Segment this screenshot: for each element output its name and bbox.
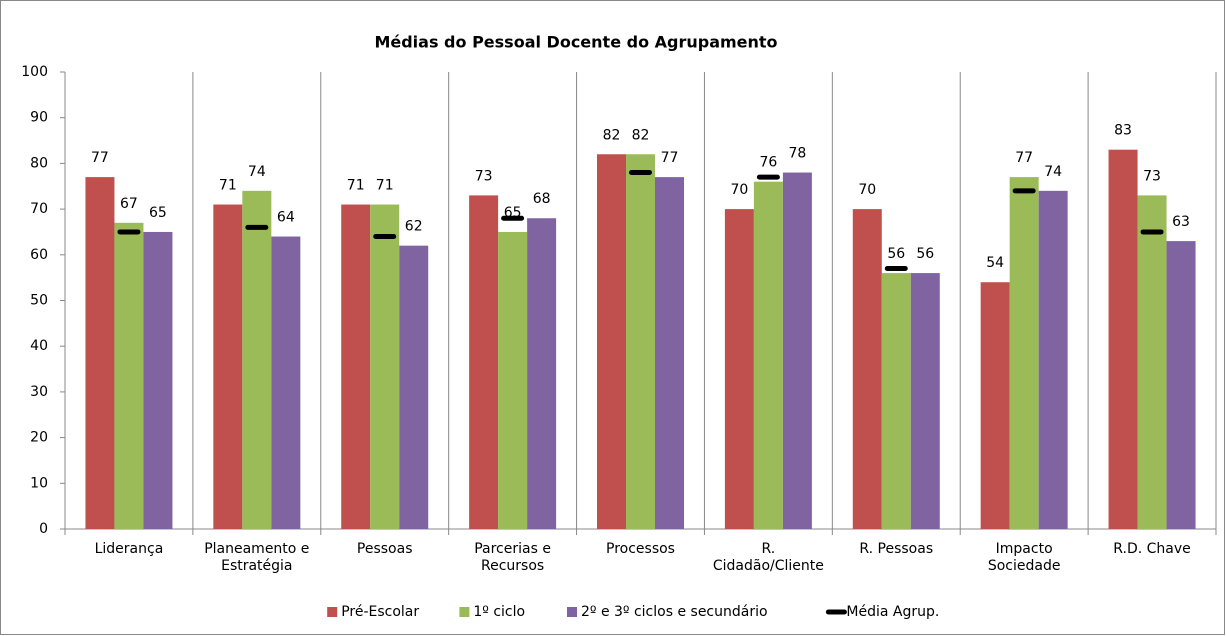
bar bbox=[370, 204, 400, 529]
x-tick-label: Pessoas bbox=[356, 541, 413, 557]
data-label: 74 bbox=[1044, 164, 1062, 180]
x-tick-label-box: Pessoas bbox=[356, 541, 413, 557]
x-tick-label-box: R. Pessoas bbox=[859, 541, 934, 557]
data-label: 78 bbox=[788, 146, 806, 162]
bar bbox=[469, 195, 499, 529]
y-tick-label: 60 bbox=[30, 247, 48, 263]
data-label: 56 bbox=[916, 246, 934, 262]
data-label: 56 bbox=[887, 246, 905, 262]
bar bbox=[341, 204, 371, 529]
data-label: 71 bbox=[376, 178, 394, 194]
x-tick-label: Processos bbox=[606, 541, 675, 557]
bar bbox=[399, 245, 429, 529]
bar bbox=[910, 273, 940, 529]
legend-swatch bbox=[459, 607, 470, 617]
bar bbox=[1166, 241, 1196, 529]
data-label: 74 bbox=[248, 164, 266, 180]
data-label: 64 bbox=[277, 210, 295, 226]
legend-label: 2º e 3º ciclos e secundário bbox=[581, 604, 768, 620]
y-tick-label: 90 bbox=[30, 110, 48, 126]
data-label: 71 bbox=[219, 178, 237, 194]
x-tick-label: R. Pessoas bbox=[859, 541, 934, 557]
x-tick-label-box: Liderança bbox=[94, 541, 164, 557]
data-label: 83 bbox=[1114, 123, 1132, 139]
bar bbox=[626, 154, 655, 529]
x-tick-label-box: Processos bbox=[606, 541, 675, 557]
chart-title: Médias do Pessoal Docente do Agrupamento bbox=[374, 33, 777, 52]
y-tick-label: 30 bbox=[30, 384, 48, 400]
data-label: 68 bbox=[533, 191, 551, 207]
x-tick-label: Planeamento e Estratégia bbox=[204, 541, 310, 574]
x-tick-label: Impacto Sociedade bbox=[987, 541, 1061, 574]
bar bbox=[213, 204, 243, 529]
legend-label: Média Agrup. bbox=[846, 604, 939, 620]
bar bbox=[980, 282, 1010, 529]
x-tick-label: Liderança bbox=[94, 541, 164, 557]
data-label: 73 bbox=[1143, 168, 1161, 184]
data-label: 77 bbox=[661, 150, 679, 166]
data-label: 67 bbox=[120, 196, 138, 212]
data-label: 71 bbox=[347, 178, 365, 194]
legend-label: Pré-Escolar bbox=[341, 604, 419, 620]
bar bbox=[881, 273, 911, 529]
data-label: 77 bbox=[91, 150, 109, 166]
y-tick-label: 50 bbox=[30, 293, 48, 309]
legend-label: 1º ciclo bbox=[473, 604, 525, 620]
y-tick-label: 100 bbox=[21, 64, 48, 80]
x-tick-label-box: R. Cidadão/Cliente bbox=[712, 541, 824, 574]
data-label: 82 bbox=[603, 127, 621, 143]
y-tick-label: 70 bbox=[30, 201, 48, 217]
bar bbox=[782, 172, 812, 530]
bar bbox=[852, 209, 882, 529]
bar bbox=[724, 209, 754, 529]
legend-swatch bbox=[567, 607, 577, 617]
bar bbox=[1137, 195, 1167, 529]
bar bbox=[1038, 190, 1068, 529]
bar bbox=[527, 218, 557, 530]
y-tick-label: 10 bbox=[30, 475, 48, 491]
x-tick-label: R. Cidadão/Cliente bbox=[712, 541, 824, 574]
legend-swatch bbox=[327, 607, 338, 617]
x-tick-label: R.D. Chave bbox=[1113, 541, 1191, 557]
data-label: 54 bbox=[986, 255, 1004, 271]
bar bbox=[498, 231, 528, 529]
y-tick-label: 20 bbox=[30, 430, 48, 446]
bar bbox=[85, 177, 115, 530]
data-label: 73 bbox=[475, 168, 493, 184]
data-label: 70 bbox=[858, 182, 876, 198]
y-tick-label: 0 bbox=[39, 521, 48, 537]
data-label: 62 bbox=[405, 219, 423, 235]
bar bbox=[655, 177, 684, 530]
bar bbox=[1108, 149, 1138, 529]
x-tick-label-box: Planeamento e Estratégia bbox=[204, 541, 310, 574]
y-tick-label: 40 bbox=[30, 338, 48, 354]
x-tick-label: Parcerias e Recursos bbox=[474, 541, 551, 574]
bar bbox=[1009, 177, 1039, 530]
data-label: 82 bbox=[632, 127, 650, 143]
bar bbox=[753, 181, 783, 529]
bar bbox=[114, 222, 144, 529]
bar bbox=[242, 190, 272, 529]
bar bbox=[143, 231, 173, 529]
data-label: 63 bbox=[1172, 214, 1190, 230]
bar bbox=[597, 154, 626, 529]
x-tick-label-box: Impacto Sociedade bbox=[987, 541, 1061, 574]
bar bbox=[271, 236, 301, 529]
x-tick-label-box: R.D. Chave bbox=[1113, 541, 1191, 557]
data-label: 65 bbox=[149, 205, 167, 221]
x-tick-label-box: Parcerias e Recursos bbox=[474, 541, 551, 574]
y-tick-label: 80 bbox=[30, 155, 48, 171]
data-label: 70 bbox=[730, 182, 748, 198]
data-label: 76 bbox=[759, 155, 777, 171]
data-label: 77 bbox=[1015, 150, 1033, 166]
